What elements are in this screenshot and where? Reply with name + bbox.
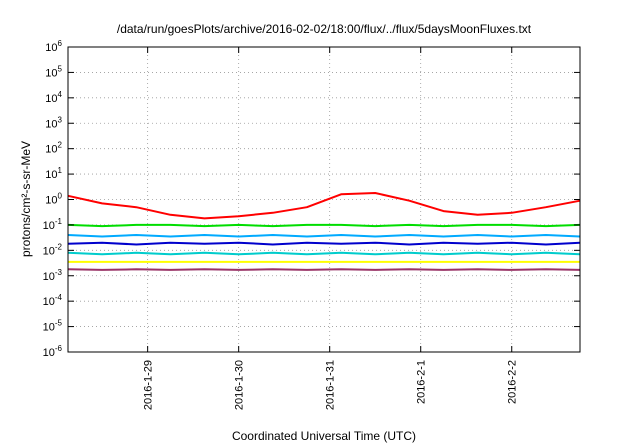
y-tick-label: 101 bbox=[45, 166, 62, 181]
y-tick-label: 100 bbox=[45, 192, 62, 207]
series-line-7 bbox=[67, 268, 581, 271]
series-line-3 bbox=[67, 234, 581, 238]
x-tick-label: 2016-1-29 bbox=[143, 360, 155, 410]
series-line-4 bbox=[67, 241, 581, 246]
y-tick-label: 10-3 bbox=[43, 268, 63, 283]
y-tick-label: 103 bbox=[45, 115, 62, 130]
y-tick-label: 105 bbox=[45, 64, 62, 79]
y-axis-label: protons/cm²-s-sr-MeV bbox=[19, 141, 33, 257]
x-tick-label: 2016-2-2 bbox=[507, 360, 519, 404]
y-tick-label: 10-2 bbox=[43, 242, 63, 257]
chart-title: /data/run/goesPlots/archive/2016-02-02/1… bbox=[117, 22, 532, 36]
series-line-2 bbox=[67, 223, 581, 228]
y-tick-label: 10-4 bbox=[43, 293, 63, 308]
y-tick-label: 10-5 bbox=[43, 319, 63, 334]
x-axis-label: Coordinated Universal Time (UTC) bbox=[232, 429, 416, 443]
series-line-5 bbox=[67, 251, 581, 256]
grid bbox=[68, 47, 580, 352]
y-tick-label: 102 bbox=[45, 141, 62, 156]
y-tick-label: 10-1 bbox=[43, 217, 63, 232]
x-axis-ticks: 2016-1-29 2016-1-30 2016-1-31 2016-2-1 2016-… bbox=[143, 47, 519, 410]
x-tick-label: 2016-2-1 bbox=[416, 360, 428, 404]
y-tick-label: 10-6 bbox=[43, 344, 63, 359]
series-group bbox=[67, 192, 581, 271]
y-tick-label: 106 bbox=[45, 39, 62, 54]
x-tick-label: 2016-1-30 bbox=[234, 360, 246, 410]
y-axis-ticks: 10-6 10-5 10-4 10-3 10-2 10-1 100 101 102 103 104 1… bbox=[43, 39, 580, 359]
x-tick-label: 2016-1-31 bbox=[325, 360, 337, 410]
series-line-1 bbox=[67, 192, 581, 220]
y-tick-label: 104 bbox=[45, 90, 62, 105]
